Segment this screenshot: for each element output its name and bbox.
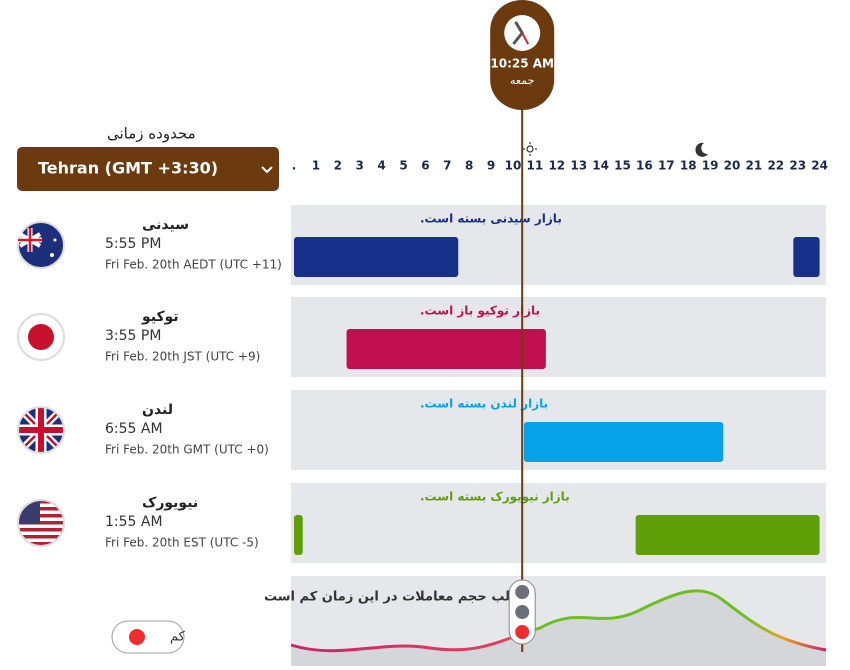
- hour-tick-label: 7: [443, 159, 451, 173]
- range-label: محدوده زمانی: [107, 125, 196, 143]
- range-select[interactable]: [17, 147, 279, 191]
- hour-tick-label: 23: [789, 159, 806, 173]
- hour-tick-label: 4: [377, 159, 385, 173]
- market-status: بازار لندن بسته است.: [420, 397, 548, 411]
- market-time: 1:55 AM: [105, 514, 163, 530]
- hour-tick-label: 10: [505, 159, 522, 173]
- hour-tick-label: 8: [465, 159, 473, 173]
- hour-tick-label: 11: [527, 159, 544, 173]
- market-time: 5:55 PM: [105, 236, 161, 252]
- market-status: بازار سیدنی بسته است.: [420, 212, 562, 226]
- volume-curve: [290, 589, 827, 653]
- hour-tick-label: 21: [746, 159, 763, 173]
- clock-second: [521, 32, 530, 45]
- hour-tick-label: 3: [356, 159, 364, 173]
- sessions: [523, 422, 724, 462]
- volume-dot: [129, 629, 145, 645]
- flag-uk: [17, 406, 65, 454]
- hour-tick-label: 12: [548, 159, 565, 173]
- market-name: نیویورک: [142, 495, 198, 511]
- flag-au: [17, 221, 65, 269]
- hour-tick-label: 2: [334, 159, 342, 173]
- session-bar: [294, 237, 459, 277]
- hour-tick-label: 14: [592, 159, 609, 173]
- volume-message: .اغلب حجم معاملات در این زمان کم است: [264, 590, 529, 605]
- hour-tick-label: 19: [702, 159, 719, 173]
- market-name: لندن: [142, 402, 173, 418]
- hour-tick-label: 22: [767, 159, 784, 173]
- light-on: [515, 625, 530, 639]
- market-name: توکیو: [141, 309, 179, 325]
- volume-badge: [111, 620, 185, 654]
- volume-level: کم: [170, 630, 186, 645]
- moon-icon: [695, 142, 708, 157]
- sessions: [294, 515, 820, 555]
- sun-icon: [523, 142, 537, 156]
- session-bar: [793, 237, 820, 277]
- hour-tick-label: 24: [811, 159, 828, 173]
- hour-tick-label: 6: [421, 159, 429, 173]
- market-name: سیدنی: [142, 217, 189, 233]
- hour-tick-label: 18: [680, 159, 697, 173]
- market-time: 3:55 PM: [105, 328, 161, 344]
- hour-tick-label: 20: [724, 159, 741, 173]
- session-bar: [523, 422, 724, 462]
- hour-tick-label: 1: [312, 159, 320, 173]
- sessions: [294, 237, 820, 277]
- clock-time: 10:25 AM: [490, 57, 554, 71]
- light-off: [515, 585, 530, 599]
- hour-tick-label: .: [292, 159, 297, 173]
- hour-tick-label: 5: [399, 159, 407, 173]
- market-date: Fri Feb. 20th JST (UTC +9): [105, 350, 260, 364]
- market-status: بازار نیویورک بسته است.: [420, 490, 570, 505]
- session-bar: [294, 515, 303, 555]
- market-date: Fri Feb. 20th AEDT (UTC +11): [105, 258, 282, 272]
- session-bar: [346, 329, 546, 369]
- volume-area: [291, 590, 826, 666]
- market-date: Fri Feb. 20th EST (UTC -5): [105, 536, 259, 550]
- hour-tick-label: 17: [658, 159, 675, 173]
- clock-day: جمعه: [510, 74, 534, 87]
- hour-tick-label: 15: [614, 159, 631, 173]
- range-value: Tehran (GMT +3:30): [38, 159, 218, 178]
- session-bar: [635, 515, 820, 555]
- hour-tick-label: 9: [487, 159, 495, 173]
- clock-hands: [512, 21, 524, 45]
- chevron: [261, 166, 273, 174]
- market-status: بازار توکیو باز است.: [420, 304, 540, 319]
- market-time: 6:55 AM: [105, 421, 163, 437]
- flag-jp: [17, 313, 65, 361]
- flag-us: [17, 499, 65, 547]
- hour-tick-label: 16: [636, 159, 653, 173]
- sessions: [346, 329, 546, 369]
- light-off: [515, 605, 530, 619]
- market-date: Fri Feb. 20th GMT (UTC +0): [105, 443, 269, 457]
- hour-tick-label: 13: [570, 159, 587, 173]
